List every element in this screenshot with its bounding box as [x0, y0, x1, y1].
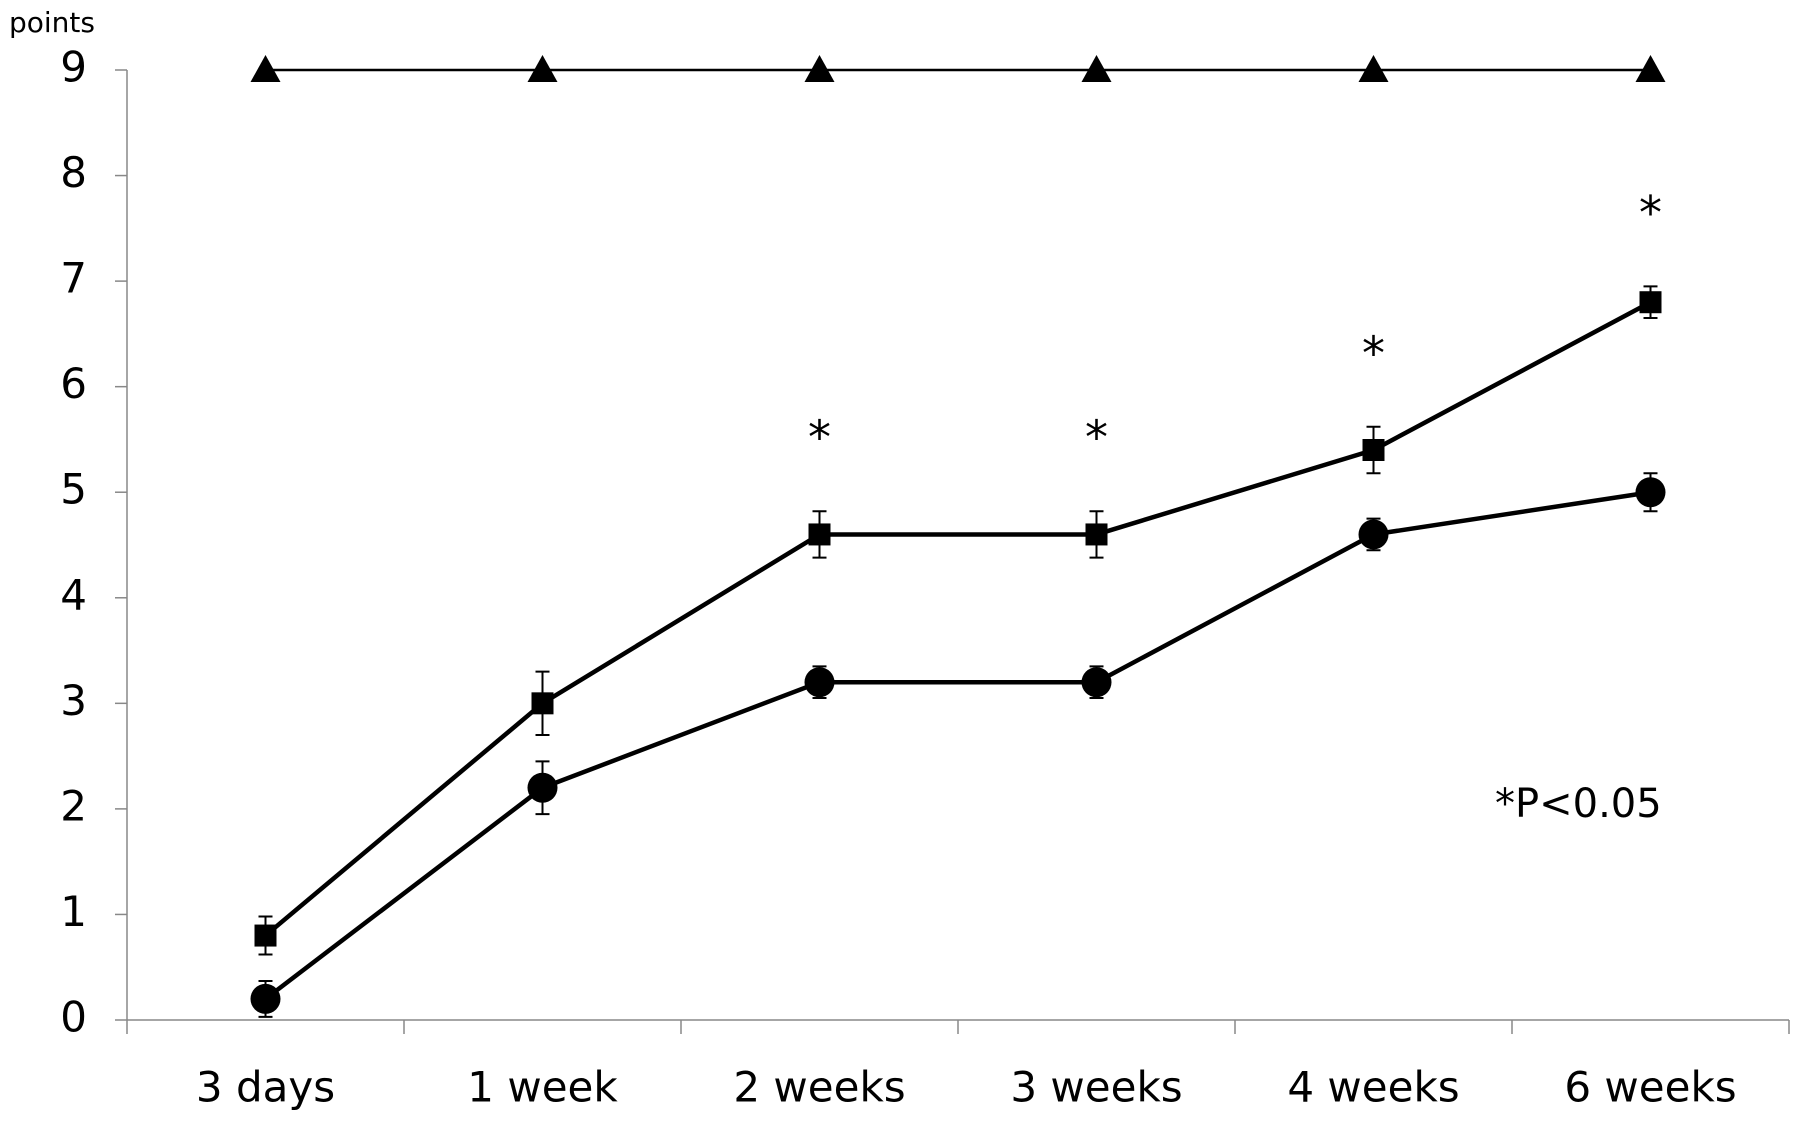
series-line	[264, 300, 1652, 938]
x-tick-label: 4 weeks	[1287, 1063, 1459, 1112]
marker	[1358, 519, 1389, 550]
x-tick-label: 3 days	[196, 1063, 335, 1112]
marker	[250, 983, 281, 1014]
note: *P<0.05	[1495, 781, 1662, 827]
marker	[1639, 291, 1662, 314]
x-tick-label: 2 weeks	[733, 1063, 905, 1112]
series-line	[264, 489, 1651, 1001]
marker	[527, 772, 558, 803]
y-tick-label: 2	[60, 781, 87, 830]
marker	[1081, 55, 1112, 82]
y-tick-label: 3	[60, 676, 87, 725]
marker	[1085, 523, 1108, 546]
x-tick-label: 6 weeks	[1564, 1063, 1736, 1112]
y-tick-label: 7	[60, 254, 87, 303]
marker	[1362, 439, 1385, 461]
y-tick-label: 8	[60, 148, 87, 197]
y-tick-label: 0	[60, 993, 87, 1042]
y-tick-label: 6	[60, 359, 87, 408]
marker	[1635, 477, 1666, 508]
marker	[250, 55, 281, 82]
marker	[804, 667, 835, 698]
marker	[1635, 55, 1666, 82]
y-tick-label: 9	[60, 43, 87, 92]
significance-label: *	[1639, 186, 1662, 240]
marker	[1358, 55, 1389, 82]
y-tick-label: 4	[60, 570, 87, 619]
marker	[527, 55, 558, 82]
y-tick-label: 1	[60, 887, 87, 936]
marker	[808, 523, 831, 546]
significance-label: *	[808, 411, 831, 465]
marker	[1081, 667, 1112, 698]
significance-label: *	[1085, 411, 1108, 465]
x-tick-label: 3 weeks	[1010, 1063, 1182, 1112]
y-axis-label: points	[9, 6, 95, 39]
significance-label: *	[1362, 326, 1385, 380]
x-tick-label: 1 week	[467, 1063, 618, 1112]
marker	[804, 55, 835, 82]
marker	[254, 924, 277, 947]
y-tick-label: 5	[60, 465, 87, 514]
marker	[531, 692, 554, 715]
